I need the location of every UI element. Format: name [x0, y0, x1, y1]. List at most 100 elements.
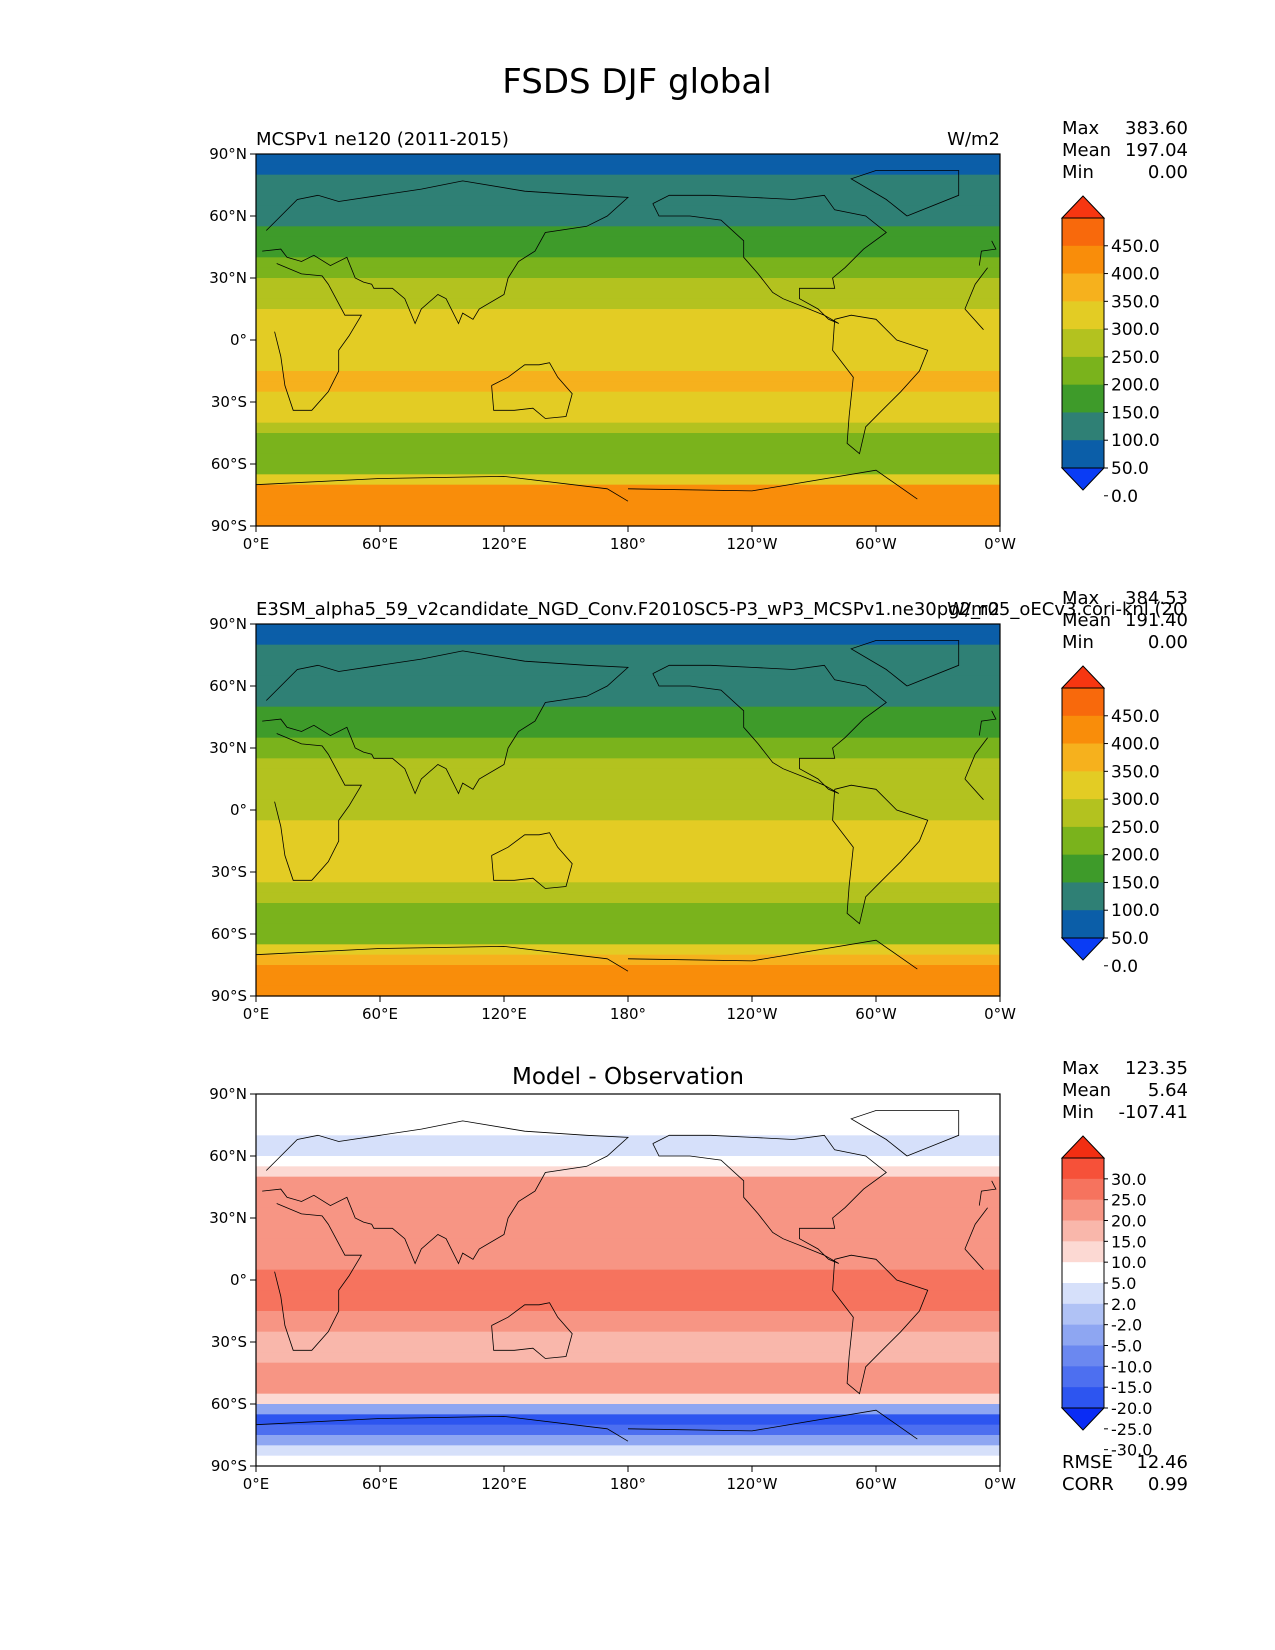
- panel-left-title: E3SM_alpha5_59_v2candidate_NGD_Conv.F201…: [256, 599, 1184, 620]
- panel-left-title: MCSPv1 ne120 (2011-2015): [256, 129, 509, 150]
- colorbar-label: 300.0: [1111, 790, 1160, 810]
- field-band: [256, 903, 1000, 914]
- colorbar-segment: [1062, 1220, 1104, 1242]
- field-band: [256, 1342, 1000, 1353]
- field-band: [256, 474, 1000, 486]
- y-tick-label: 90°N: [209, 1085, 247, 1103]
- field-band: [256, 1166, 1000, 1178]
- stat-label: Max: [1062, 1058, 1100, 1079]
- map-field: [256, 154, 1000, 527]
- colorbar-segment: [1062, 1262, 1104, 1284]
- colorbar-segment: [1062, 688, 1104, 717]
- colorbar-label: 15.0: [1111, 1232, 1147, 1251]
- field-band: [256, 644, 1000, 656]
- colorbar-segment: [1062, 715, 1104, 744]
- field-band: [256, 706, 1000, 718]
- coastline: [832, 1254, 929, 1395]
- coastline: [274, 263, 988, 411]
- field-band: [256, 841, 1000, 852]
- field-band: [256, 665, 1000, 677]
- field-band: [256, 675, 1000, 687]
- colorbar-segment: [1062, 1387, 1104, 1409]
- field-band: [256, 484, 1000, 496]
- colorbar-label: -5.0: [1111, 1337, 1142, 1356]
- field-band: [256, 1145, 1000, 1157]
- colorbar-segment: [1062, 1199, 1104, 1221]
- map-field: [256, 1094, 1000, 1467]
- y-tick-label: 60°S: [211, 925, 247, 943]
- field-band: [256, 820, 1000, 832]
- colorbar-label: 0.0: [1111, 487, 1138, 507]
- colorbar-label: 450.0: [1111, 707, 1160, 727]
- colorbar-segment: [1062, 743, 1104, 772]
- y-tick-label: 30°S: [211, 863, 247, 881]
- colorbar-extend-max: [1060, 665, 1106, 689]
- coastline: [262, 1120, 997, 1265]
- colorbar-segment: [1062, 854, 1104, 883]
- panel-units: W/m2: [947, 129, 1000, 150]
- panel-title: Model - Observation: [512, 1064, 744, 1090]
- field-band: [256, 913, 1000, 925]
- x-tick-label: 60°W: [855, 1005, 897, 1023]
- stat-label: Mean: [1062, 610, 1111, 631]
- stat-label: Mean: [1062, 1080, 1111, 1101]
- field-band: [256, 696, 1000, 708]
- colorbar-label: 300.0: [1111, 320, 1160, 340]
- colorbar-segment: [1062, 771, 1104, 800]
- colorbar-extend-min: [1060, 1407, 1106, 1431]
- field-band: [256, 154, 1000, 165]
- field-band: [256, 1269, 1000, 1281]
- colorbar-label: 250.0: [1111, 348, 1160, 368]
- field-band: [256, 360, 1000, 372]
- colorbar-label: 150.0: [1111, 403, 1160, 423]
- field-band: [256, 1259, 1000, 1271]
- panel-test: 0°E 60°E 120°E 180° 120°W 60°W 0°W 90°N 60°N 30°N…: [209, 118, 1188, 553]
- colorbar-segment: [1062, 799, 1104, 828]
- colorbar-label: 350.0: [1111, 762, 1160, 782]
- x-tick-label: 180°: [610, 535, 646, 553]
- stat-value: 123.35: [1125, 1058, 1188, 1079]
- field-band: [256, 1207, 1000, 1219]
- field-band: [256, 236, 1000, 248]
- stat-value: 0.00: [1148, 162, 1188, 183]
- field-band: [256, 1414, 1000, 1426]
- field-band: [256, 872, 1000, 883]
- field-band: [256, 686, 1000, 697]
- colorbar-segment: [1062, 1158, 1104, 1180]
- field-band: [256, 371, 1000, 382]
- stat-label: Min: [1062, 1102, 1094, 1123]
- panel-units: W/m2: [947, 599, 1000, 620]
- coastline: [491, 362, 573, 419]
- panel-reference: 0°E 60°E 120°E 180° 120°W 60°W 0°W 90°N 60°N 30°N…: [209, 588, 1188, 1023]
- colorbar-extend-max: [1060, 195, 1106, 219]
- colorbar-label: 400.0: [1111, 265, 1160, 285]
- colorbar-extend-max: [1060, 1135, 1106, 1159]
- x-tick-label: 120°W: [727, 535, 778, 553]
- colorbar-label: 100.0: [1111, 901, 1160, 921]
- field-band: [256, 205, 1000, 217]
- field-band: [256, 1362, 1000, 1374]
- field-band: [256, 1249, 1000, 1260]
- colorbar-segment: [1062, 1303, 1104, 1326]
- field-band: [256, 174, 1000, 186]
- coastline: [255, 469, 918, 502]
- stat-label: Min: [1062, 162, 1094, 183]
- field-band: [256, 298, 1000, 310]
- colorbar-label: 2.0: [1111, 1295, 1136, 1314]
- x-tick-label: 60°W: [855, 535, 897, 553]
- colorbar-segment: [1062, 910, 1104, 939]
- field-band: [256, 727, 1000, 739]
- colorbar-segment: [1062, 329, 1104, 358]
- field-band: [256, 634, 1000, 646]
- field-band: [256, 830, 1000, 842]
- coastline: [652, 664, 887, 794]
- coastline: [850, 170, 960, 217]
- y-tick-label: 30°N: [209, 739, 247, 757]
- colorbar-label: 20.0: [1111, 1212, 1147, 1231]
- colorbar-segment: [1062, 826, 1104, 856]
- x-tick-label: 120°W: [727, 1475, 778, 1493]
- field-band: [256, 329, 1000, 341]
- field-band: [256, 515, 1000, 527]
- colorbar-extend-min: [1060, 937, 1106, 961]
- field-band: [256, 1455, 1000, 1467]
